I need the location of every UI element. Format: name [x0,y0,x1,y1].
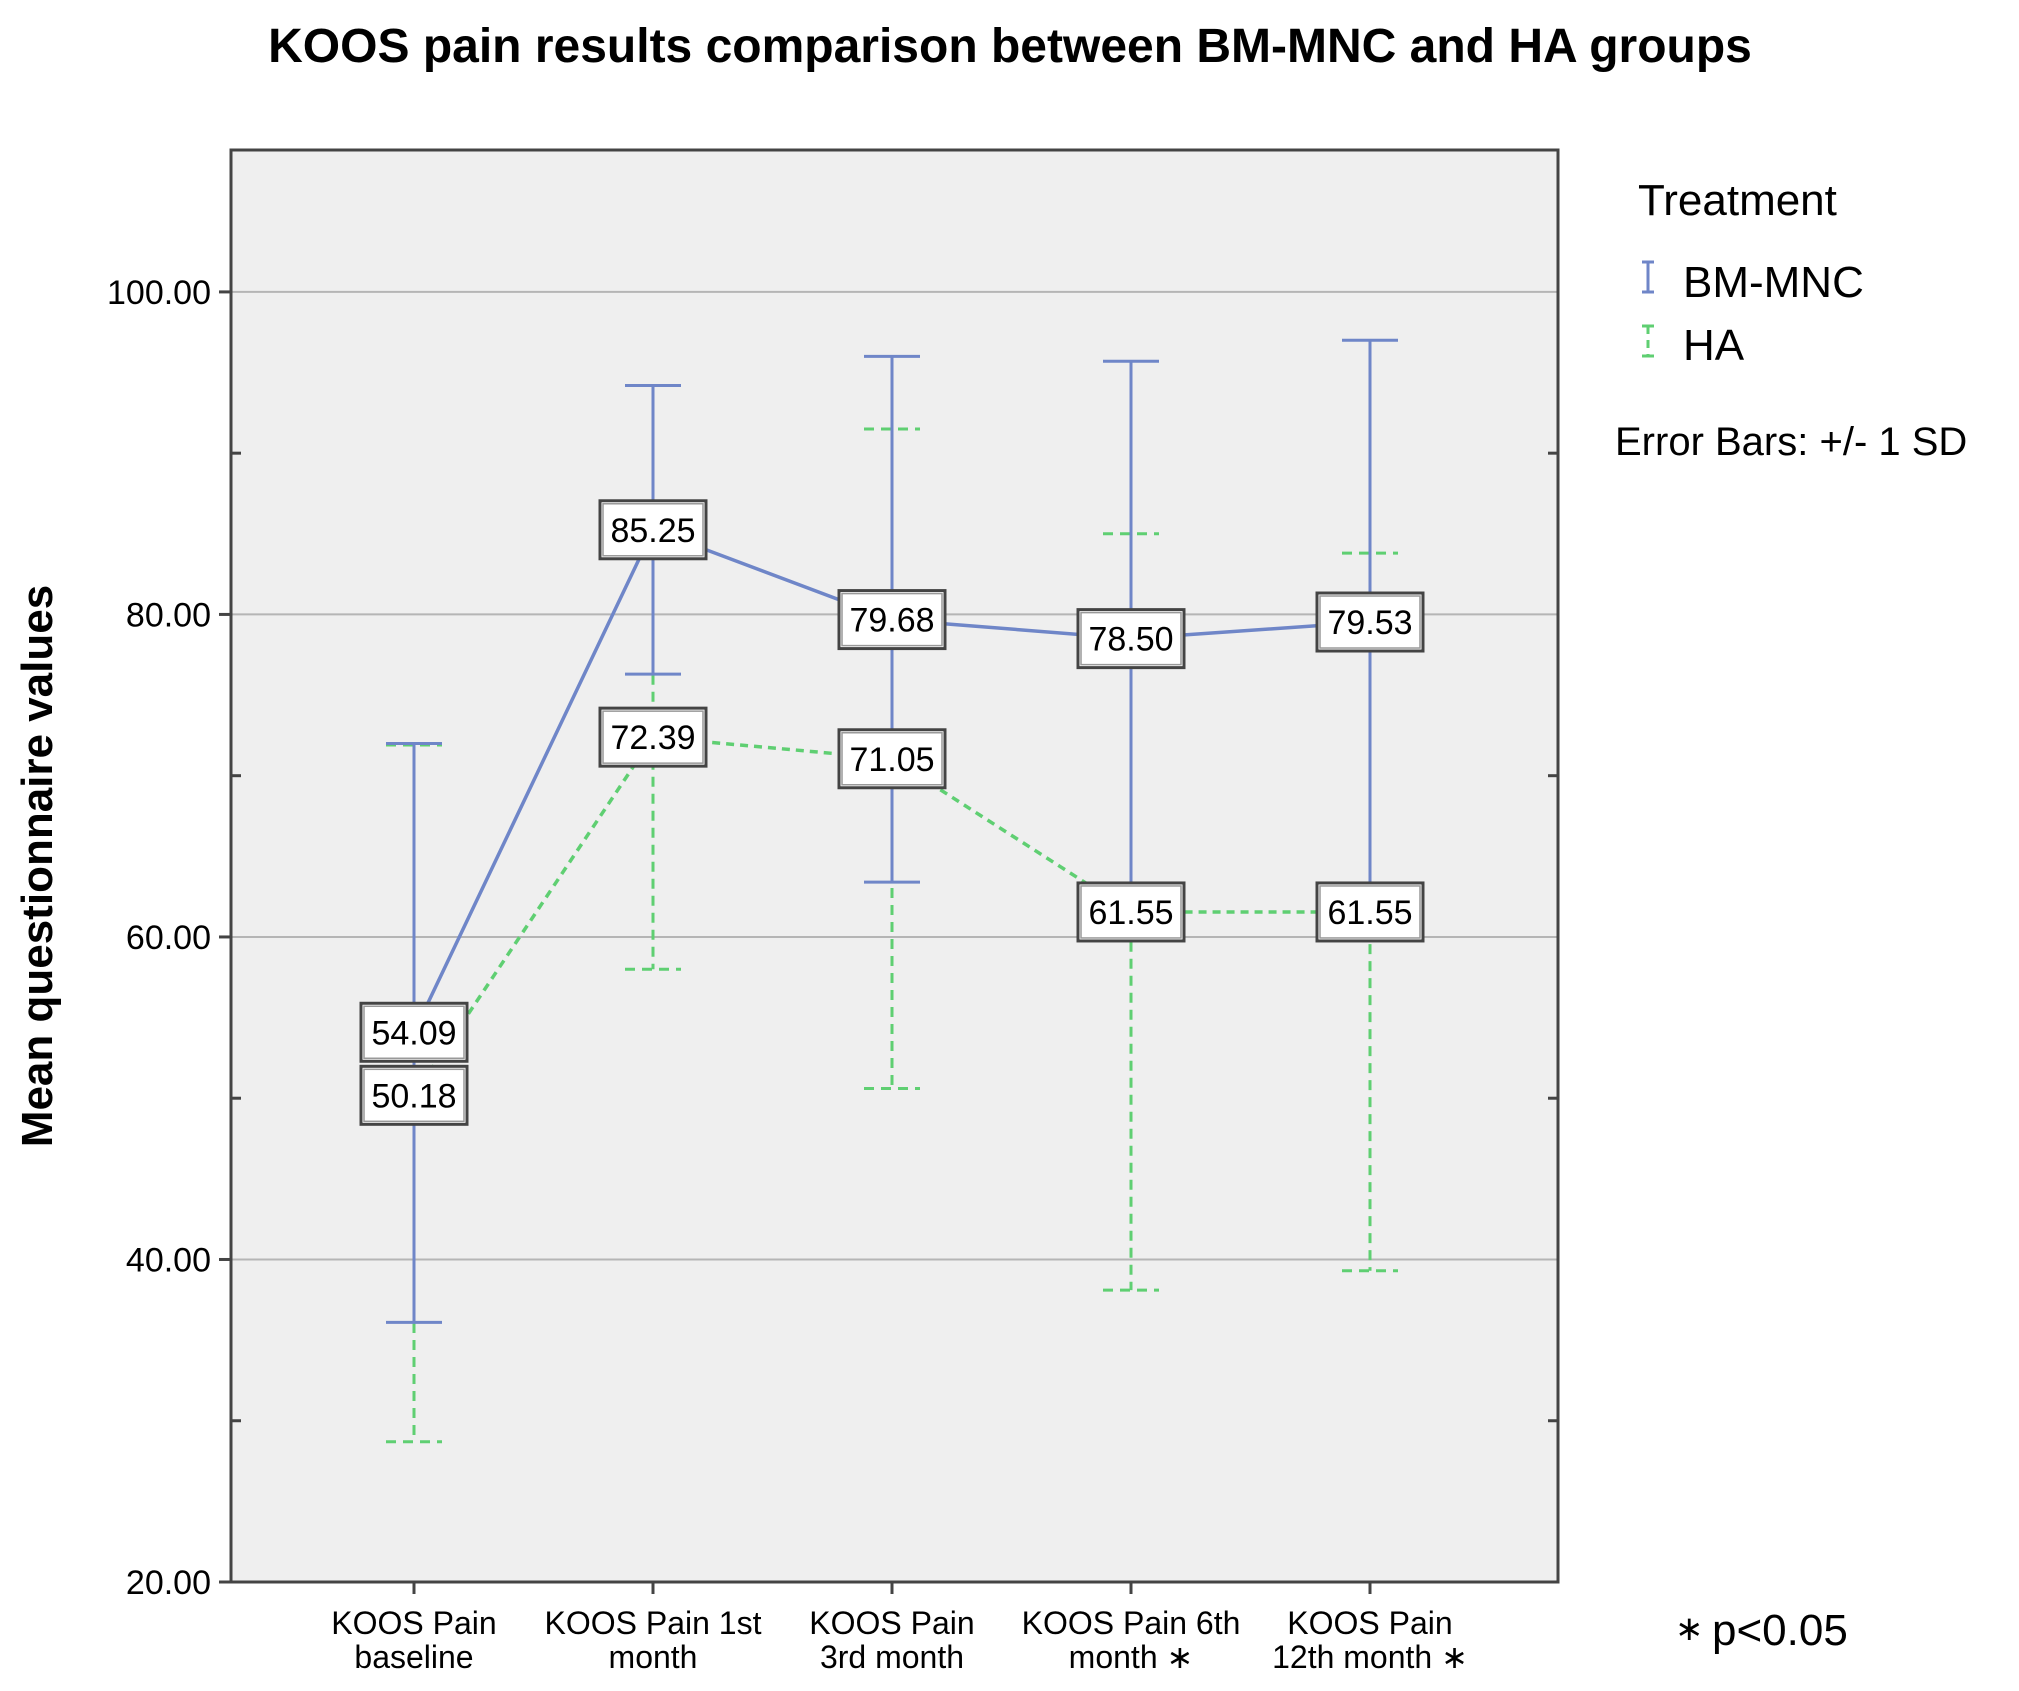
data-label-inner-frame [1319,885,1421,939]
data-label-text: 79.68 [849,602,934,640]
data-label-box [359,1064,469,1126]
data-label-bm-mnc: 54.09 [359,1001,469,1063]
plot-frame [229,148,1560,1584]
plot-area [231,150,1558,1582]
data-label-box [837,728,947,790]
x-tick-label: KOOS Pain [331,1605,496,1641]
data-label-text: 50.18 [371,1077,456,1115]
x-tick-label: baseline [354,1639,473,1675]
data-label-bm-mnc: 85.25 [598,499,708,561]
data-label-text: 78.50 [1088,621,1173,659]
data-label-bm-mnc: 79.53 [1315,591,1425,653]
data-label-text: 72.39 [610,719,695,757]
y-tick-label: 60.00 [126,919,211,957]
data-label-bm-mnc: 78.50 [1076,608,1186,670]
x-tick-label: KOOS Pain [1287,1605,1452,1641]
data-label-text: 54.09 [371,1014,456,1052]
data-label-box [1315,591,1425,653]
error-bars-note: Error Bars: +/- 1 SD [1615,420,1967,464]
data-label-inner-frame [602,710,704,764]
data-label-ha: 61.55 [1315,881,1425,943]
data-label-inner-frame [841,732,943,786]
data-label-box [1076,881,1186,943]
data-label-inner-frame [1080,611,1182,666]
data-label-text: 61.55 [1088,894,1173,932]
y-axis-label: Mean questionnaire values [13,585,62,1147]
x-tick-label: month [609,1639,698,1675]
data-label-bm-mnc: 79.68 [837,589,947,651]
legend: Treatment BM-MNC HA Error Bars: +/- 1 SD [1615,176,1967,464]
series-line-ha [412,735,1370,1097]
data-label-box [598,499,708,561]
data-label-box [1315,881,1425,943]
data-label-box [837,589,947,651]
data-label-inner-frame [363,1068,465,1123]
y-tick-label: 20.00 [126,1564,211,1602]
legend-label-ha: HA [1683,321,1745,370]
chart-title: KOOS pain results comparison between BM-… [268,20,1752,73]
data-label-inner-frame [602,503,704,557]
x-tick-label: KOOS Pain [809,1605,974,1641]
data-label-text: 79.53 [1327,604,1412,642]
x-tick-label: KOOS Pain 1st [545,1605,762,1641]
x-tick-label: 12th month ∗ [1272,1639,1468,1675]
data-label-text: 61.55 [1327,894,1412,932]
significance-symbol: ∗ [1675,1610,1704,1648]
x-tick-label: 3rd month [820,1639,964,1675]
data-label-box [598,706,708,768]
data-label-text: 85.25 [610,512,695,550]
legend-title: Treatment [1638,176,1837,225]
data-label-inner-frame [363,1005,465,1060]
data-label-ha: 72.39 [598,706,708,768]
data-label-inner-frame [1080,885,1182,939]
data-label-box [1076,608,1186,670]
y-tick-label: 40.00 [126,1241,211,1279]
legend-label-bm-mnc: BM-MNC [1683,258,1864,307]
data-label-inner-frame [841,592,943,647]
data-label-box [359,1001,469,1063]
x-tick-label: KOOS Pain 6th [1022,1605,1241,1641]
y-tick-label: 80.00 [126,596,211,634]
significance-note: p<0.05 [1712,1606,1848,1655]
data-label-inner-frame [1319,595,1421,649]
legend-swatch-ha [1642,324,1654,358]
data-label-ha: 50.18 [359,1064,469,1126]
data-label-ha: 71.05 [837,728,947,790]
x-tick-label: month ∗ [1069,1639,1194,1675]
data-label-text: 71.05 [849,741,934,779]
legend-swatch-bm-mnc [1642,260,1654,294]
y-tick-label: 100.00 [107,274,211,312]
data-label-ha: 61.55 [1076,881,1186,943]
data-labels-layer: 54.09 85.25 79.68 78.50 79.53 50.18 72.39 71.05… [359,499,1425,1126]
